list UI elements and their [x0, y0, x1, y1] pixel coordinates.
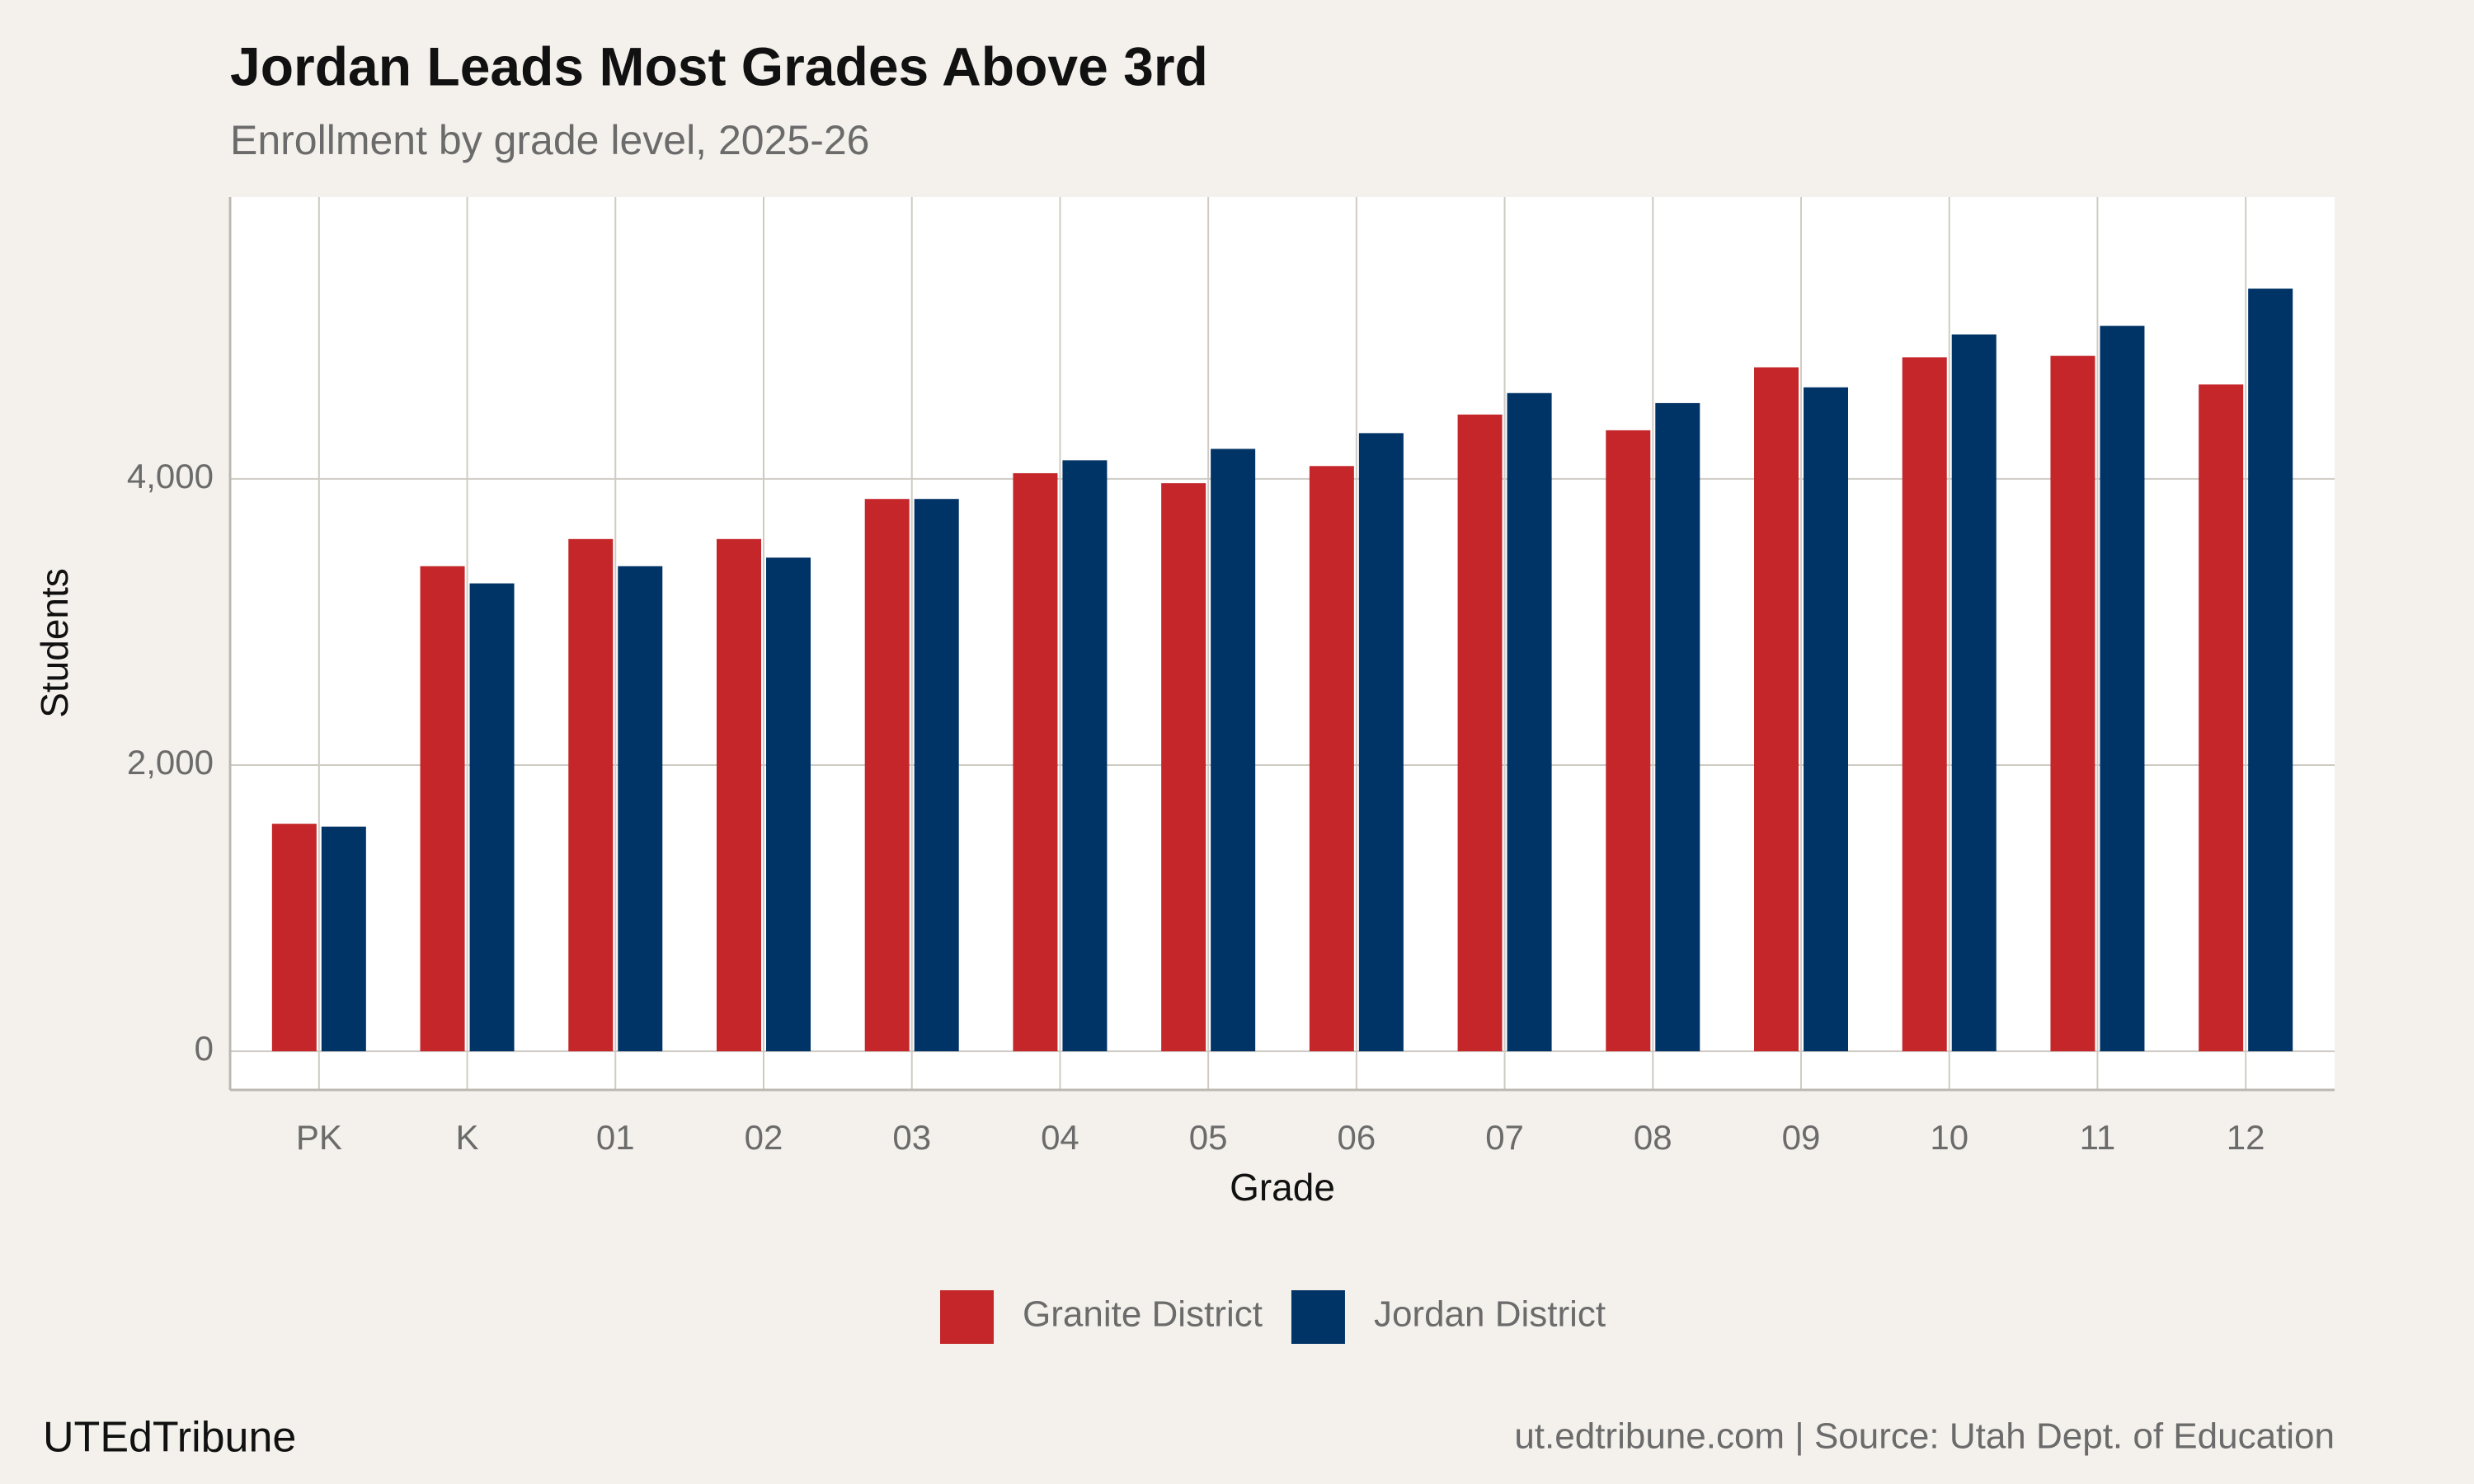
- x-tick-label: 04: [1041, 1118, 1079, 1157]
- x-tick-label: 10: [1930, 1118, 1968, 1157]
- plot-panel: [230, 197, 2335, 1090]
- bar: [1457, 414, 1503, 1052]
- bar: [1902, 357, 1947, 1052]
- bar: [1507, 392, 1552, 1052]
- bar: [2100, 326, 2145, 1052]
- x-tick-label: 09: [1782, 1118, 1821, 1157]
- x-tick-label: PK: [296, 1118, 342, 1157]
- legend-swatch: [1291, 1290, 1345, 1344]
- legend-label: Jordan District: [1374, 1294, 1606, 1335]
- x-tick-label: 03: [892, 1118, 931, 1157]
- bar: [1606, 430, 1651, 1052]
- x-tick-label: 12: [2227, 1118, 2265, 1157]
- bar: [1161, 483, 1206, 1052]
- bar: [914, 499, 959, 1052]
- x-axis-title: Grade: [1230, 1166, 1335, 1209]
- caption: ut.edtribune.com | Source: Utah Dept. of…: [1514, 1416, 2335, 1457]
- x-tick-label: 02: [745, 1118, 783, 1157]
- y-axis-title: Students: [33, 568, 76, 718]
- bar: [1358, 433, 1404, 1052]
- bar: [2248, 289, 2293, 1052]
- x-tick-label: 08: [1634, 1118, 1672, 1157]
- x-tick-label: K: [456, 1118, 479, 1157]
- bar: [1211, 448, 1256, 1052]
- x-tick-label: 05: [1189, 1118, 1228, 1157]
- bar: [716, 538, 761, 1052]
- bar: [1754, 367, 1799, 1052]
- legend-swatch: [940, 1290, 994, 1344]
- chart-title: Jordan Leads Most Grades Above 3rd: [230, 35, 1208, 96]
- bar: [864, 499, 910, 1052]
- x-tick-label: 07: [1485, 1118, 1524, 1157]
- bar: [568, 538, 614, 1052]
- x-tick-label: 01: [596, 1118, 635, 1157]
- bar: [321, 826, 366, 1052]
- bar: [2050, 355, 2095, 1052]
- chart-subtitle: Enrollment by grade level, 2025-26: [230, 117, 869, 163]
- legend-label: Granite District: [1023, 1294, 1263, 1335]
- bar: [765, 557, 811, 1052]
- bar: [420, 566, 465, 1052]
- bar: [1309, 466, 1354, 1052]
- bar: [1951, 334, 1997, 1052]
- bar: [1655, 402, 1700, 1052]
- bar: [1013, 472, 1058, 1052]
- bar: [271, 824, 317, 1052]
- y-tick-label: 0: [195, 1029, 214, 1068]
- bar: [469, 583, 515, 1052]
- x-tick-label: 06: [1337, 1118, 1376, 1157]
- bar: [1804, 387, 1849, 1052]
- bar: [2199, 384, 2244, 1052]
- bar: [1062, 460, 1108, 1052]
- x-tick-label: 11: [2080, 1118, 2116, 1157]
- brand: UTEdTribune: [43, 1414, 296, 1462]
- y-tick-label: 4,000: [127, 457, 214, 495]
- bar: [618, 566, 663, 1052]
- y-tick-label: 2,000: [127, 743, 214, 782]
